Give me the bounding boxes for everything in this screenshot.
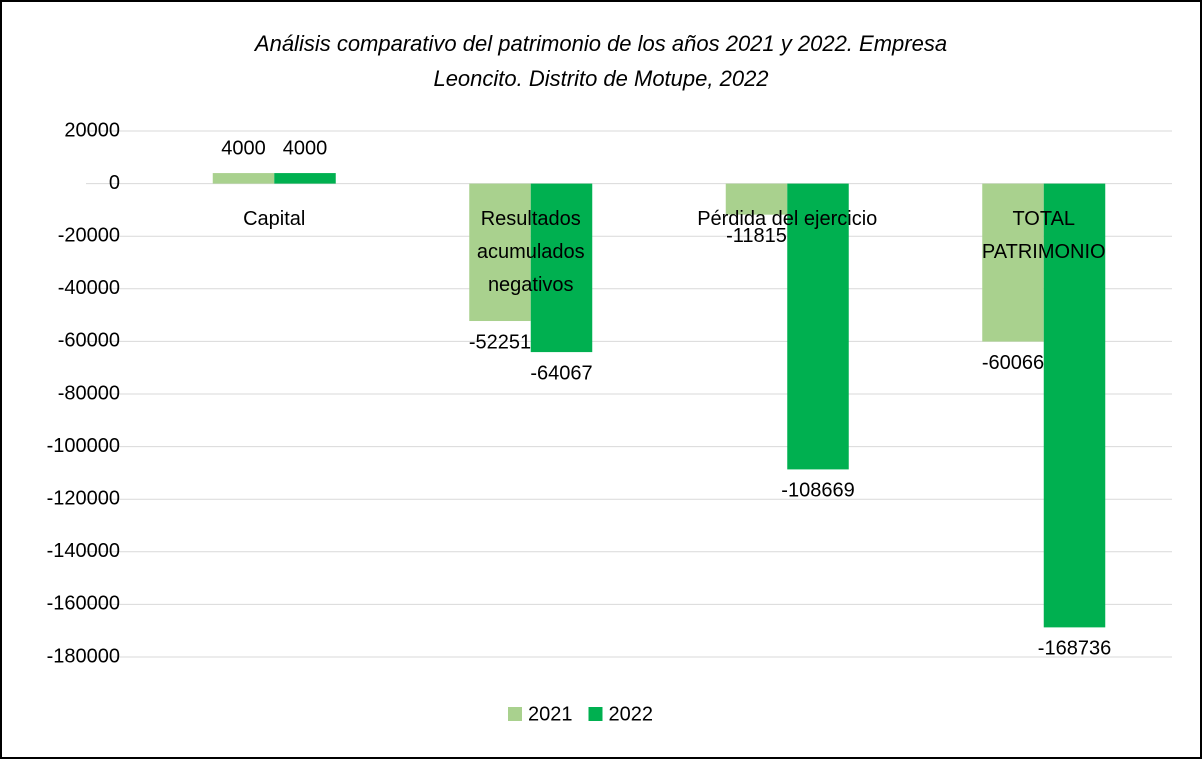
bar (982, 183, 1044, 342)
data-label: -52251 (469, 331, 531, 353)
x-tick-label: Pérdida del ejercicio (697, 208, 877, 230)
x-tick-label: Capital (243, 208, 305, 230)
data-label: -168736 (1038, 638, 1111, 660)
chart-title: Análisis comparativo del patrimonio de l… (253, 31, 947, 56)
data-label: -108669 (781, 480, 854, 502)
y-tick-label: -160000 (47, 593, 120, 615)
bar (725, 183, 788, 215)
bar (1043, 183, 1106, 628)
bar (274, 173, 336, 184)
y-tick-label: -120000 (47, 487, 120, 509)
y-tick-label: 0 (109, 172, 120, 194)
chart-title: Leoncito. Distrito de Motupe, 2022 (433, 66, 768, 91)
data-label: 4000 (283, 137, 328, 159)
y-tick-label: -80000 (58, 382, 120, 404)
data-label: 4000 (221, 137, 266, 159)
legend-swatch (588, 707, 603, 721)
x-tick-label: TOTAL PATRIMONIO (982, 208, 1106, 263)
legend-swatch (508, 707, 522, 721)
legend-label: 2022 (609, 703, 654, 725)
bar (530, 183, 593, 353)
y-tick-label: -180000 (47, 645, 120, 667)
data-label: -64067 (530, 362, 592, 384)
bar (469, 183, 531, 322)
legend-label: 2021 (528, 703, 573, 725)
y-tick-label: -140000 (47, 540, 120, 562)
y-tick-label: 20000 (64, 119, 120, 141)
x-tick-label: Resultados acumulados negativos (477, 208, 585, 296)
y-tick-label: -60000 (58, 330, 120, 352)
data-label: -11815 (726, 225, 787, 247)
bar (787, 183, 849, 470)
y-tick-label: -40000 (58, 277, 120, 299)
y-tick-label: -100000 (47, 435, 120, 457)
data-label: -60066 (982, 352, 1044, 374)
bar (212, 173, 275, 184)
y-tick-label: -20000 (58, 224, 120, 246)
